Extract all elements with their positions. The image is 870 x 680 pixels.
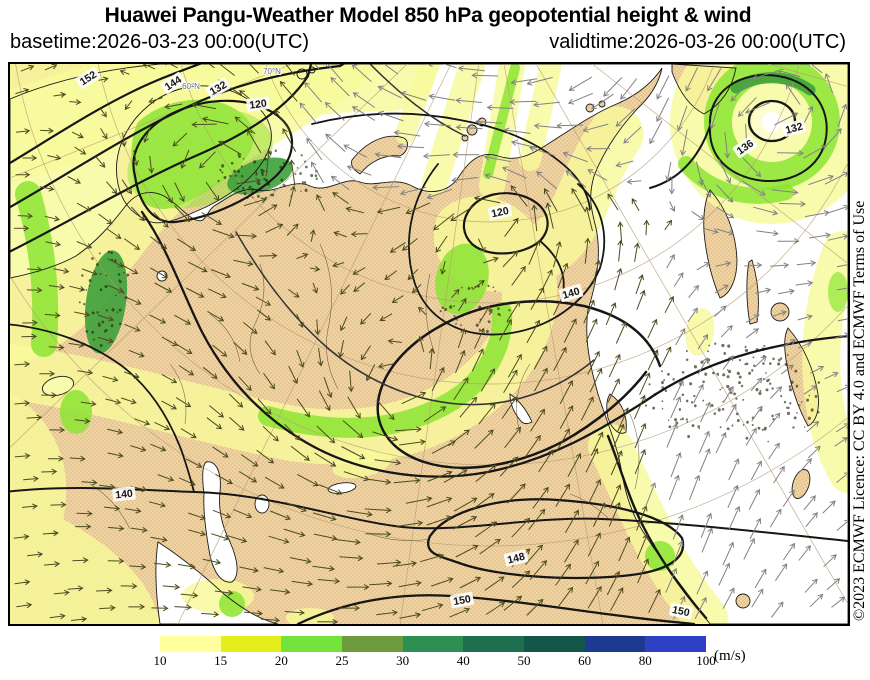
contour-label: 148 <box>503 549 529 567</box>
colorbar-tick: 20 <box>274 653 288 668</box>
colorbar-segment <box>463 636 525 652</box>
colorbar-segment <box>645 636 707 652</box>
colorbar-unit: (m/s) <box>714 648 746 664</box>
rivers <box>89 243 640 541</box>
svg-text:120: 120 <box>490 205 510 220</box>
colorbar-tick: 10 <box>153 653 167 668</box>
colorbar-tick: 25 <box>335 653 349 668</box>
colorbar-segment <box>220 636 282 652</box>
wind-speed-colorbar <box>160 636 707 652</box>
contour-label: 120 <box>246 96 270 112</box>
latitude-label: 60°N <box>182 82 200 91</box>
colorbar-tick: 40 <box>456 653 470 668</box>
colorbar-tick: 100 <box>696 653 716 668</box>
svg-text:148: 148 <box>506 551 526 567</box>
contour-label: 132 <box>781 119 807 137</box>
wind-arrows <box>13 64 848 624</box>
contour-label: 140 <box>112 486 136 502</box>
validtime-label: validtime:2026-03-26 00:00(UTC) <box>549 31 846 53</box>
weather-map: 152 144 132 120 120 140 132 136 140 148 150 150 70°… <box>8 62 850 626</box>
colorbar-ticks: 10 15 20 25 30 40 50 60 80 100 <box>0 653 870 669</box>
colorbar-segment <box>524 636 585 652</box>
svg-text:150: 150 <box>452 593 471 608</box>
svg-text:150: 150 <box>671 604 691 619</box>
basetime-label: basetime:2026-03-23 00:00(UTC) <box>10 31 310 53</box>
colorbar-segment <box>584 636 646 652</box>
colorbar-segment <box>402 636 464 652</box>
latitude-label: 70°N <box>263 67 281 76</box>
colorbar-segment <box>342 636 403 652</box>
colorbar-tick: 15 <box>214 653 228 668</box>
contour-label: 150 <box>668 602 694 620</box>
svg-text:120: 120 <box>249 97 268 111</box>
colorbar-tick: 50 <box>517 653 531 668</box>
svg-text:140: 140 <box>561 285 581 301</box>
contour-label: 140 <box>558 283 584 303</box>
contour-label: 150 <box>449 591 475 609</box>
time-row: basetime:2026-03-23 00:00(UTC) validtime… <box>10 31 846 55</box>
contour-label: 120 <box>487 203 513 221</box>
svg-text:132: 132 <box>784 120 804 136</box>
colorbar-tick: 60 <box>578 653 592 668</box>
page-title: Huawei Pangu-Weather Model 850 hPa geopo… <box>104 4 752 27</box>
copyright-notice: ©2023 ECMWF Licence: CC BY 4.0 and ECMWF… <box>851 200 868 621</box>
graticule-labels: 70°N 60°N <box>181 66 282 92</box>
colorbar-tick: 80 <box>638 653 652 668</box>
colorbar-segment <box>160 636 221 652</box>
svg-text:140: 140 <box>115 488 134 502</box>
colorbar-tick: 30 <box>396 653 410 668</box>
colorbar-segment <box>281 636 343 652</box>
